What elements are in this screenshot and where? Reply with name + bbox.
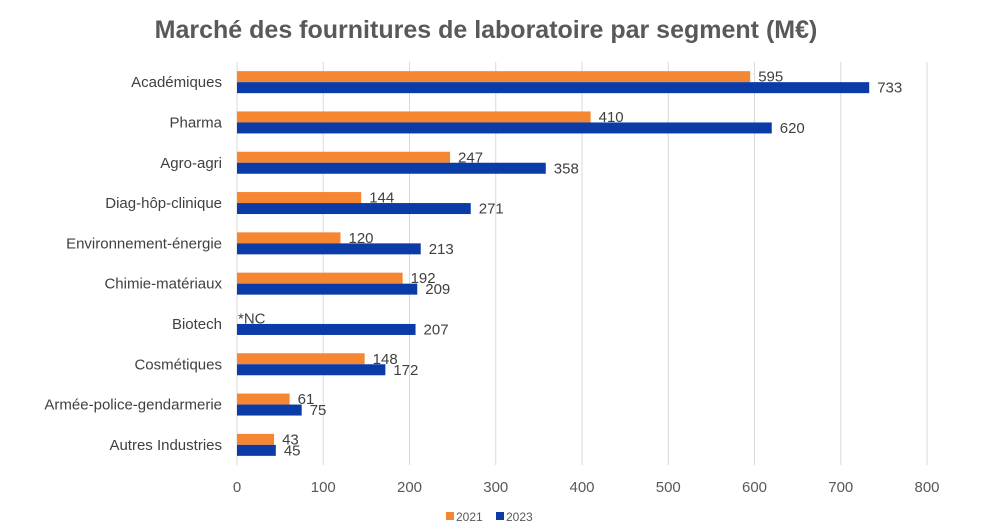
bars <box>237 71 870 456</box>
category-labels: Académiques Pharma Agro-agri Diag-hôp-clini… <box>44 74 222 454</box>
bar-2023 <box>237 203 471 215</box>
bar-2023 <box>237 162 546 174</box>
x-tick-label: 500 <box>656 479 681 496</box>
bar-2023 <box>237 323 416 335</box>
legend-label: 2021 <box>456 510 483 524</box>
bar-2023 <box>237 283 418 295</box>
category-label: Armée-police-gendarmerie <box>44 397 222 414</box>
bar-2021 <box>237 353 365 365</box>
data-label-2021: *NC <box>238 310 266 327</box>
data-label-2023: 620 <box>780 120 805 137</box>
x-tick-label: 600 <box>742 479 767 496</box>
data-label-2023: 172 <box>393 362 418 379</box>
x-tick-label: 0 <box>233 479 241 496</box>
data-label-2023: 358 <box>554 160 579 177</box>
bar-2021 <box>237 71 751 83</box>
category-label: Diag-hôp-clinique <box>105 195 222 212</box>
data-label-2021: 43 <box>282 431 299 448</box>
data-label-2021: 148 <box>373 351 398 368</box>
x-tick-label: 400 <box>569 479 594 496</box>
bar-2021 <box>237 393 290 405</box>
bar-2021 <box>237 433 275 445</box>
legend-swatch-2021 <box>446 512 454 520</box>
category-label: Académiques <box>131 74 222 91</box>
data-label-2021: 595 <box>758 69 783 86</box>
x-tick-label: 700 <box>828 479 853 496</box>
bar-2023 <box>237 122 772 134</box>
x-tick-label: 200 <box>397 479 422 496</box>
x-axis-ticks: 0 100 200 300 400 500 600 700 800 <box>233 479 940 496</box>
data-label-2021: 120 <box>349 230 374 247</box>
data-label-2023: 207 <box>424 321 449 338</box>
bar-2021 <box>237 272 403 284</box>
data-label-2023: 271 <box>479 201 504 218</box>
data-label-2023: 213 <box>429 241 454 258</box>
data-label-2021: 144 <box>369 190 394 207</box>
data-label-2023: 75 <box>310 402 327 419</box>
legend-label: 2023 <box>506 510 533 524</box>
legend: 2021 2023 <box>446 510 533 524</box>
category-label: Cosmétiques <box>134 356 222 373</box>
bar-2023 <box>237 444 276 456</box>
data-label-2023: 45 <box>284 442 301 459</box>
bar-2023 <box>237 243 421 255</box>
bar-2021 <box>237 111 591 123</box>
category-label: Biotech <box>172 316 222 333</box>
x-tick-label: 100 <box>311 479 336 496</box>
category-label: Pharma <box>169 114 222 131</box>
category-label: Environnement-énergie <box>66 235 222 252</box>
x-tick-label: 800 <box>914 479 939 496</box>
legend-swatch-2023 <box>496 512 504 520</box>
data-label-2021: 61 <box>298 391 315 408</box>
category-label: Autres Industries <box>109 437 222 454</box>
category-label: Agro-agri <box>160 155 222 172</box>
category-label: Chimie-matériaux <box>104 276 222 293</box>
x-tick-label: 300 <box>483 479 508 496</box>
bar-2023 <box>237 364 386 376</box>
bar-2021 <box>237 232 341 244</box>
data-label-2021: 192 <box>411 270 436 287</box>
bar-2023 <box>237 82 870 94</box>
bar-2021 <box>237 151 451 163</box>
chart-title: Marché des fournitures de laboratoire pa… <box>155 16 818 44</box>
data-label-2023: 209 <box>425 281 450 298</box>
bar-2021 <box>237 192 362 204</box>
bar-2023 <box>237 404 302 416</box>
data-label-2021: 247 <box>458 149 483 166</box>
data-label-2023: 733 <box>877 80 902 97</box>
data-label-2021: 410 <box>599 109 624 126</box>
